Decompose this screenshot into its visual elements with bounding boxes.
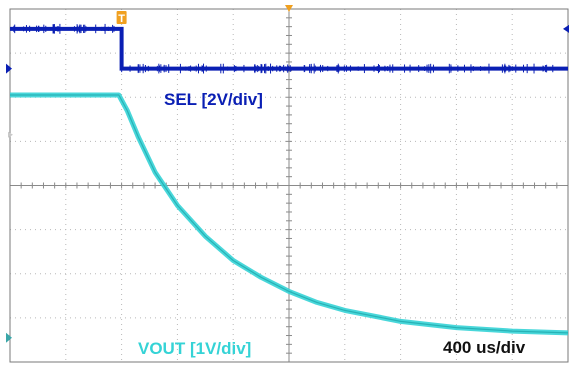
- sel-ground-marker: [6, 63, 12, 74]
- chart-labels: SEL [2V/div] VOUT [1V/div] 400 us/div: [138, 90, 526, 358]
- reference-marker: [8, 131, 13, 138]
- trigger-marker-label: T: [118, 13, 125, 25]
- trigger-marker-box: [116, 11, 127, 24]
- series-core-vout: [10, 94, 569, 334]
- chart-marks: T: [6, 5, 569, 343]
- timebase-label: 400 us/div: [443, 338, 526, 357]
- sel-level-marker: [563, 24, 569, 33]
- vout-ground-marker: [6, 332, 12, 343]
- sel-channel-label: SEL [2V/div]: [164, 90, 263, 109]
- trigger-position-marker: [285, 5, 293, 12]
- vout-channel-label: VOUT [1V/div]: [138, 339, 251, 358]
